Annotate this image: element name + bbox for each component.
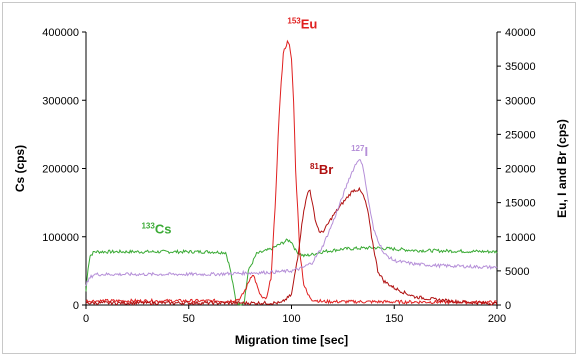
y-right-tick-label: 5000 <box>505 266 529 278</box>
series-line-133cs <box>85 238 498 306</box>
series-layer <box>85 39 498 306</box>
y-left-tick-label: 400000 <box>42 27 79 39</box>
y-right-tick-label: 0 <box>505 300 511 312</box>
ticks-layer: 0 50 100 150 2000100000200000300000400000050… <box>42 27 535 325</box>
y-right-tick-label: 25000 <box>505 129 536 141</box>
chart-frame <box>2 2 576 354</box>
x-tick-label: 200 <box>488 313 506 325</box>
y-right-tick-label: 40000 <box>505 27 536 39</box>
y-left-axis-title: Cs (cps) <box>13 145 27 192</box>
annotation-mass-number: 127 <box>351 144 365 153</box>
x-tick-label: 50 <box>183 313 195 325</box>
y-left-tick-label: 100000 <box>42 232 79 244</box>
y-right-tick-label: 10000 <box>505 232 536 244</box>
annotation-mass-number: 81 <box>310 162 319 171</box>
y-left-tick-label: 300000 <box>42 95 79 107</box>
annotation-layer: 133Cs 153Eu 81Br 127I <box>141 17 368 237</box>
annotation-element-symbol: I <box>364 144 368 159</box>
y-left-tick-label: 0 <box>73 300 79 312</box>
y-right-tick-label: 30000 <box>505 95 536 107</box>
annotation-element-symbol: Eu <box>301 17 318 32</box>
annotation-mass-number: 133 <box>141 221 155 230</box>
annotation-133cs: 133Cs <box>141 221 171 236</box>
x-axis-title: Migration time [sec] <box>235 333 348 347</box>
y-right-tick-label: 35000 <box>505 61 536 73</box>
annotation-127i: 127I <box>351 144 368 159</box>
series-line-127i <box>85 159 498 287</box>
y-right-tick-label: 15000 <box>505 198 536 210</box>
x-tick-label: 150 <box>385 313 403 325</box>
y-right-tick-label: 20000 <box>505 164 536 176</box>
annotation-element-symbol: Br <box>319 162 333 177</box>
annotation-81br: 81Br <box>310 162 333 177</box>
annotation-element-symbol: Cs <box>155 221 172 236</box>
annotation-153eu: 153Eu <box>287 17 317 32</box>
series-line-81br <box>85 186 498 306</box>
y-left-tick-label: 200000 <box>42 164 79 176</box>
annotation-mass-number: 153 <box>287 17 301 26</box>
x-tick-label: 100 <box>282 313 300 325</box>
x-tick-label: 0 <box>83 313 89 325</box>
y-right-axis-title: Eu, I and Br (cps) <box>555 119 569 218</box>
